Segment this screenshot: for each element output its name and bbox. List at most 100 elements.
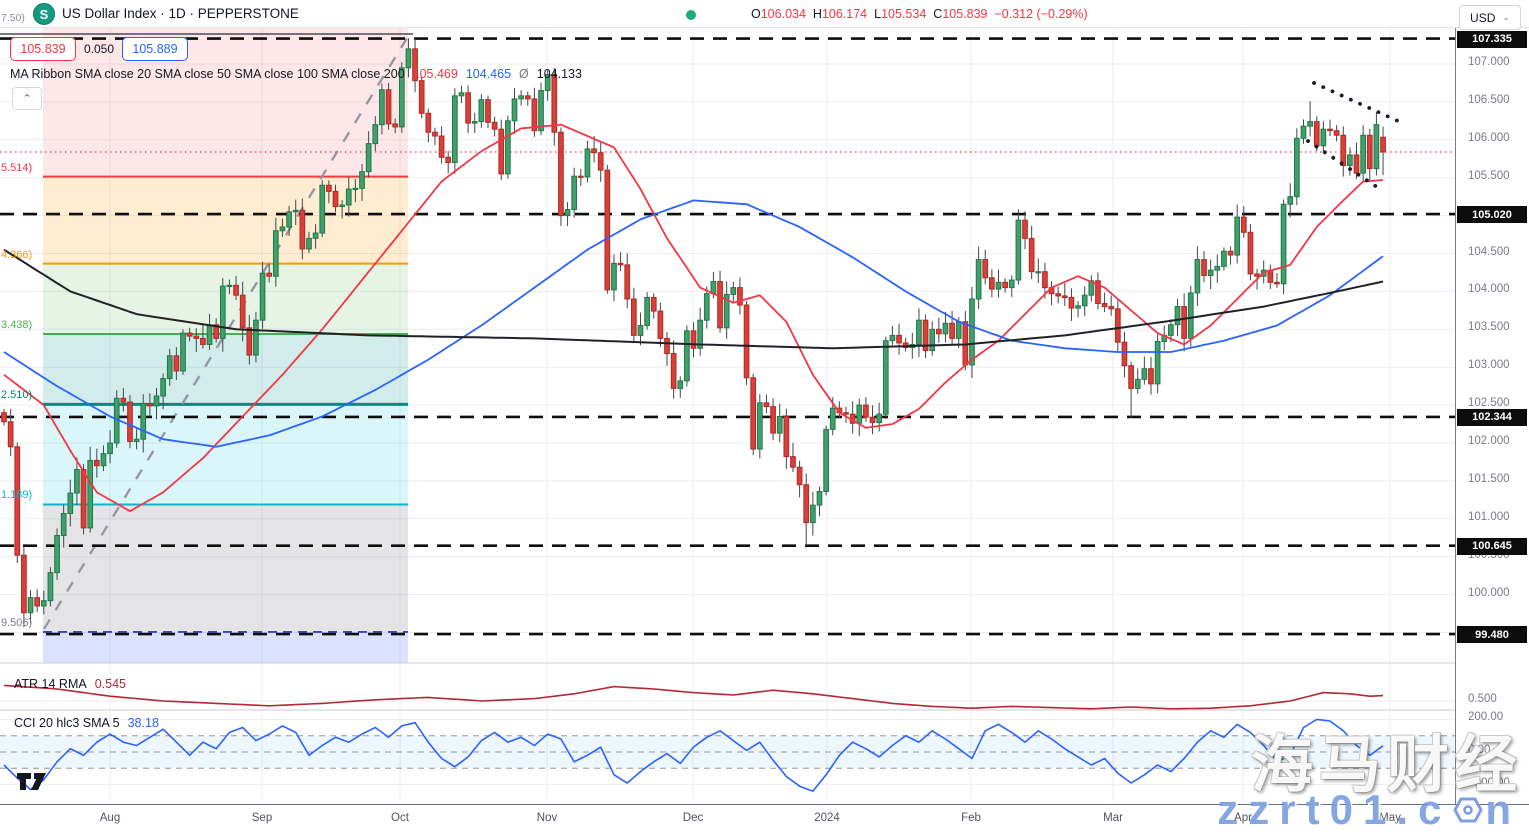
candle-body <box>763 402 770 408</box>
candle-body <box>551 74 558 133</box>
candle-body <box>253 319 259 356</box>
candle-body <box>1201 259 1207 276</box>
price-axis[interactable]: 107.000 106.500 106.000 105.500 104.500 104.0… <box>1455 28 1529 804</box>
time-tick[interactable]: Sep <box>251 812 273 824</box>
price-level-badge: 100.645 <box>1457 537 1527 555</box>
candle-body <box>823 428 829 493</box>
candle-body <box>829 407 836 430</box>
candle-body <box>650 296 657 312</box>
price-level-badge: 105.020 <box>1457 206 1527 224</box>
candle-body <box>989 277 995 290</box>
candle-body <box>319 184 326 234</box>
atr-line <box>3 684 1384 710</box>
candle-body <box>637 325 644 336</box>
time-tick[interactable]: Nov <box>536 812 558 824</box>
candle-body <box>173 355 180 372</box>
candle-body <box>544 74 551 92</box>
candle-body <box>1380 136 1386 153</box>
candle-body <box>1373 124 1380 170</box>
candle-body <box>1121 341 1128 367</box>
price-tick: 103.000 <box>1468 359 1510 372</box>
candle-body <box>67 492 74 514</box>
time-tick[interactable]: Dec <box>682 812 704 824</box>
ma-ribbon-legend[interactable]: MA Ribbon SMA close 20 SMA close 50 SMA … <box>10 67 590 81</box>
time-tick[interactable]: Oct <box>391 812 409 824</box>
symbol-title[interactable]: US Dollar Index · 1D · PEPPERSTONE <box>62 6 299 21</box>
candle-body <box>405 48 412 69</box>
candle-body <box>1347 154 1353 167</box>
candle-body <box>286 211 292 228</box>
ohlc-high-value: 106.174 <box>821 7 868 21</box>
candle-body <box>730 287 737 295</box>
candle-body <box>385 89 392 125</box>
candle-body <box>690 330 697 349</box>
candle-body <box>783 415 790 458</box>
candle-body <box>889 334 896 342</box>
candle-body <box>1234 216 1241 256</box>
candle-body <box>790 456 796 468</box>
candle-body <box>955 321 962 339</box>
time-tick[interactable]: 2024 <box>814 812 840 824</box>
candle-body <box>597 152 604 171</box>
toolbar <box>0 0 1529 28</box>
candle-body <box>266 272 273 277</box>
candle-body <box>644 296 650 327</box>
candle-body <box>392 123 399 128</box>
candle-body <box>1267 269 1274 283</box>
candle-body <box>1300 125 1307 139</box>
candle-body <box>717 281 723 329</box>
candle-body <box>1181 306 1187 339</box>
candle-body <box>558 131 564 217</box>
currency-value: USD <box>1470 10 1496 25</box>
candle-body <box>339 204 345 208</box>
candle-body <box>365 143 372 173</box>
candle-body <box>604 169 611 291</box>
indicator-tick: 0.500 <box>1468 693 1497 705</box>
pivot-label-cut: 2.510) <box>1 389 33 402</box>
candle-body <box>1313 121 1320 147</box>
time-tick[interactable]: Mar <box>1103 812 1123 824</box>
ohlc-high-label: H <box>812 7 822 21</box>
candle-body <box>485 99 491 123</box>
candle-body <box>7 421 14 448</box>
candle-body <box>166 355 173 380</box>
candle-body <box>876 413 883 424</box>
collapse-legend-button[interactable]: ⌃ <box>12 87 42 110</box>
candle-body <box>47 572 54 602</box>
candle-body <box>379 89 385 126</box>
sell-price-button[interactable]: 105.839 <box>10 37 76 61</box>
candle-body <box>87 459 94 529</box>
atr-legend[interactable]: ATR 14 RMA 0.545 <box>14 677 126 691</box>
ohlc-row: O106.034 H106.174 L105.534 C105.839 −0.312 (… <box>751 7 1095 21</box>
price-tick: 101.500 <box>1468 472 1510 485</box>
candle-body <box>538 90 544 132</box>
pivot-label-cut-top: 7.50) <box>1 12 25 24</box>
candle-body <box>577 175 584 178</box>
time-tick[interactable]: May <box>1379 812 1401 824</box>
candle-body <box>206 324 213 345</box>
candle-body <box>770 406 776 434</box>
candle-body <box>1068 296 1075 309</box>
buy-price-button[interactable]: 105.889 <box>122 37 188 61</box>
candle-body <box>60 512 67 536</box>
cci-legend[interactable]: CCI 20 hlc3 SMA 5 38.18 <box>14 716 159 730</box>
time-tick[interactable]: Feb <box>961 812 981 824</box>
time-axis[interactable]: Aug Sep Oct Nov Dec 2024 Feb Mar Apr May <box>0 804 1529 834</box>
price-level-badge: 107.335 <box>1457 30 1527 48</box>
candle-body <box>352 187 359 191</box>
candle-body <box>505 120 511 175</box>
tradingview-logo[interactable] <box>16 768 50 792</box>
time-tick[interactable]: Apr <box>1234 812 1252 824</box>
candle-body <box>882 340 889 415</box>
candle-body <box>299 209 306 250</box>
time-tick[interactable]: Aug <box>99 812 121 824</box>
ohlc-change: −0.312 (−0.29%) <box>994 7 1088 21</box>
candle-body <box>1353 154 1360 174</box>
pepperstone-logo[interactable]: S <box>33 3 55 25</box>
candle-body <box>1333 130 1340 136</box>
candle-body <box>140 403 147 440</box>
bid-ask-widget: 105.839 0.050 105.889 <box>10 37 188 61</box>
candle-body <box>776 415 783 434</box>
currency-dropdown[interactable]: USD ⌄ <box>1459 5 1521 30</box>
